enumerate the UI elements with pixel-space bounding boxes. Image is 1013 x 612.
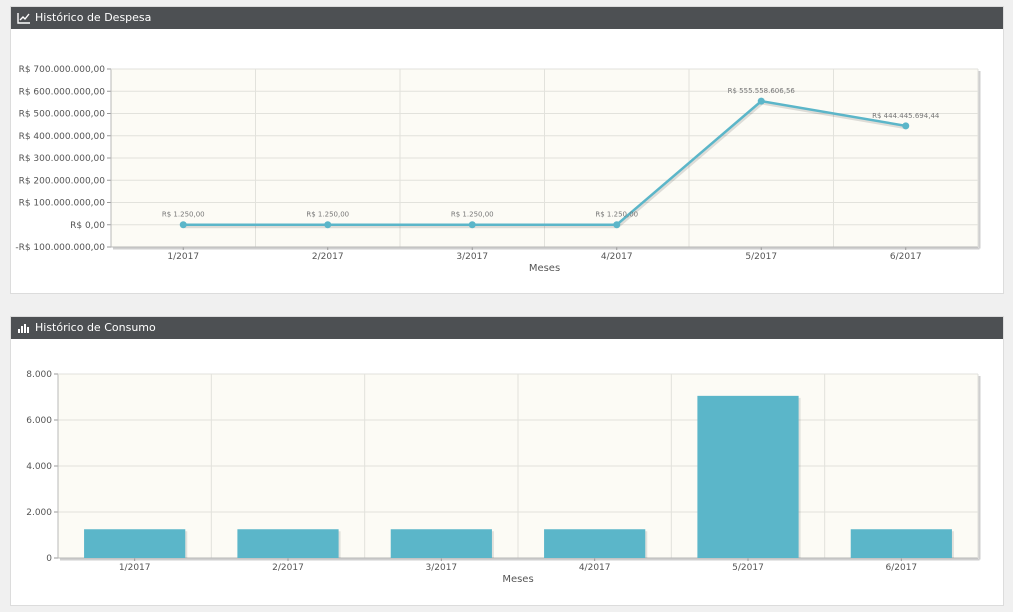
series-line [183, 99, 906, 226]
x-tick-label: 4/2017 [601, 252, 633, 262]
despesa-panel: Histórico de Despesa -R$ 100.000.000,00 R… [10, 6, 1004, 294]
x-tick-label: 5/2017 [732, 563, 764, 573]
data-label: R$ 555.558.606,56 [728, 87, 796, 95]
line-chart-icon [17, 13, 30, 24]
bar [697, 395, 799, 558]
data-point [613, 221, 621, 229]
x-tick-label: 6/2017 [890, 252, 922, 262]
y-tick-label: 4.000 [26, 462, 52, 472]
data-label: R$ 444.445.694,44 [872, 112, 940, 120]
y-tick-label: R$ 0,00 [70, 221, 105, 231]
consumo-panel-header: Histórico de Consumo [11, 317, 1003, 339]
despesa-panel-title: Histórico de Despesa [35, 11, 152, 24]
y-tick-label: 8.000 [26, 370, 52, 380]
data-label: R$ 1.250,00 [306, 211, 349, 219]
y-tick-label: R$ 600.000.000,00 [19, 87, 106, 97]
x-axis-title: Meses [529, 263, 560, 274]
y-tick-label: R$ 400.000.000,00 [19, 132, 106, 142]
x-tick-label: 2/2017 [312, 252, 344, 262]
bar [237, 529, 339, 558]
despesa-panel-header: Histórico de Despesa [11, 7, 1003, 29]
y-tick-label: R$ 300.000.000,00 [19, 154, 106, 164]
x-tick-label: 4/2017 [579, 563, 611, 573]
data-point [902, 122, 910, 130]
data-label: R$ 1.250,00 [451, 211, 494, 219]
data-label: R$ 1.250,00 [595, 211, 638, 219]
y-tick-label: -R$ 100.000.000,00 [15, 243, 105, 253]
x-tick-label: 5/2017 [745, 252, 777, 262]
x-tick-label: 2/2017 [272, 563, 304, 573]
x-tick-label: 1/2017 [167, 252, 199, 262]
bar [390, 529, 492, 558]
bar-chart-icon [18, 324, 29, 333]
y-tick-label: 6.000 [26, 416, 52, 426]
x-axis-title: Meses [502, 574, 533, 585]
consumo-panel: Histórico de Consumo 0 2.000 4.000 6.000 8.0… [10, 316, 1004, 606]
y-tick-label: 0 [46, 554, 52, 564]
data-point [179, 221, 187, 229]
bar [850, 529, 952, 558]
consumo-bar-chart: 0 2.000 4.000 6.000 8.000 1/2017 2/2017 3/2017 4… [26, 370, 981, 585]
x-tick-label: 6/2017 [885, 563, 917, 573]
y-tick-label: R$ 700.000.000,00 [19, 65, 106, 75]
x-tick-label: 3/2017 [425, 563, 457, 573]
data-point [468, 221, 476, 229]
x-tick-label: 3/2017 [456, 252, 488, 262]
consumo-panel-title: Histórico de Consumo [35, 321, 156, 334]
data-point [324, 221, 332, 229]
y-tick-label: R$ 100.000.000,00 [19, 199, 106, 209]
y-tick-label: R$ 200.000.000,00 [19, 176, 106, 186]
data-point [757, 97, 765, 105]
bar [544, 529, 646, 558]
data-label: R$ 1.250,00 [162, 211, 205, 219]
x-tick-label: 1/2017 [119, 563, 151, 573]
despesa-line-chart: -R$ 100.000.000,00 R$ 0,00 R$ 100.000.000,… [15, 65, 981, 274]
series-line-shadow [184, 101, 908, 229]
y-tick-label: 2.000 [26, 508, 52, 518]
bar [84, 529, 186, 558]
y-tick-label: R$ 500.000.000,00 [19, 110, 106, 120]
